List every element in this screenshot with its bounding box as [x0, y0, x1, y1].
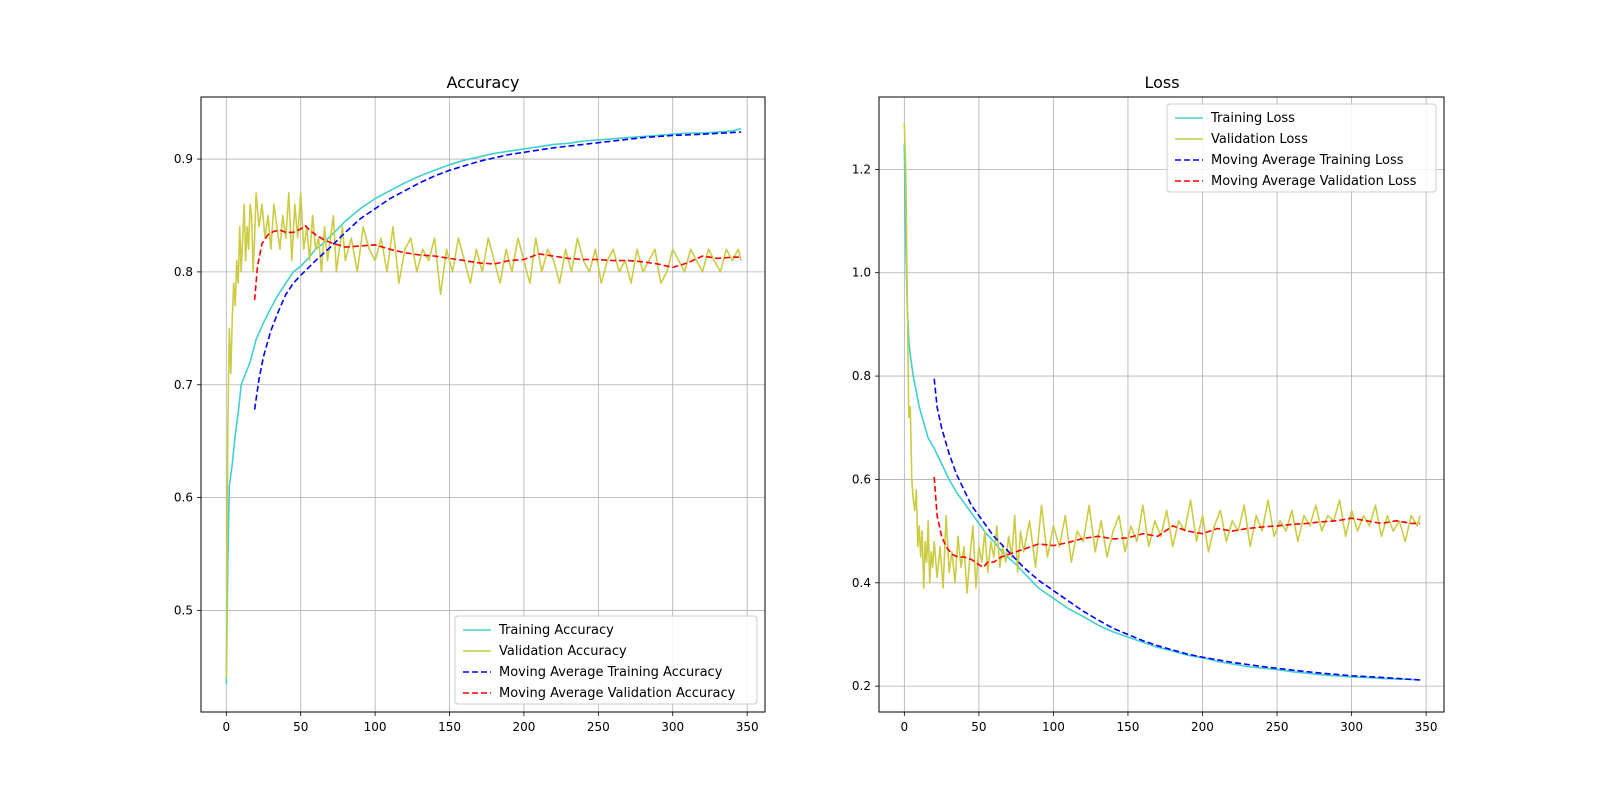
accuracy-legend-label-moving-average-training-accuracy: Moving Average Training Accuracy [499, 665, 723, 680]
accuracy-tick-marks [197, 158, 748, 716]
accuracy-legend-label-moving-average-validation-accuracy: Moving Average Validation Accuracy [499, 686, 736, 701]
loss-y-tick-label: 0.2 [852, 679, 871, 693]
loss-chart-title: Loss [1144, 73, 1179, 92]
loss-plot-frame [878, 96, 1445, 713]
loss-gridlines [879, 97, 1444, 712]
loss-y-tick-label: 0.6 [852, 472, 871, 486]
loss-chart: Loss 0 50 100 150 200 250 300 350 0.2 0.4 0.6 0.8 1.… [852, 73, 1445, 734]
accuracy-series-training-accuracy [225, 127, 742, 684]
loss-legend: Training Loss Validation Loss Moving Avera… [1166, 103, 1437, 193]
loss-y-tick-label: 0.4 [852, 576, 871, 590]
loss-x-tick-label: 350 [1415, 720, 1438, 734]
accuracy-legend-label-training-accuracy: Training Accuracy [498, 623, 614, 638]
loss-y-tick-label: 1.0 [852, 266, 871, 280]
loss-tick-marks [875, 168, 1427, 716]
loss-x-tick-label: 50 [971, 720, 986, 734]
loss-legend-label-moving-average-validation-loss: Moving Average Validation Loss [1211, 174, 1417, 189]
accuracy-legend: Training Accuracy Validation Accuracy Movi… [454, 615, 758, 705]
loss-x-tick-label: 300 [1340, 720, 1363, 734]
loss-legend-label-training-loss: Training Loss [1210, 111, 1295, 126]
loss-x-tick-label: 0 [901, 720, 909, 734]
loss-legend-box [1166, 103, 1437, 193]
accuracy-series-moving-average-validation-accuracy [253, 224, 742, 301]
loss-y-tick-label: 1.2 [852, 162, 871, 176]
loss-legend-label-validation-loss: Validation Loss [1211, 132, 1308, 147]
loss-series-moving-average-validation-loss [933, 476, 1421, 569]
accuracy-series-layer [225, 127, 742, 684]
accuracy-x-tick-label: 350 [736, 720, 759, 734]
loss-x-tick-label: 200 [1191, 720, 1214, 734]
accuracy-x-tick-label: 200 [512, 720, 535, 734]
loss-series-layer [903, 122, 1421, 681]
accuracy-x-tick-label: 100 [364, 720, 387, 734]
accuracy-x-tick-label: 300 [661, 720, 684, 734]
accuracy-chart-title: Accuracy [446, 73, 519, 92]
loss-x-tick-label: 150 [1117, 720, 1140, 734]
accuracy-x-tick-label: 0 [222, 720, 230, 734]
accuracy-x-tick-label: 150 [438, 720, 461, 734]
accuracy-y-tick-label: 0.6 [174, 491, 193, 505]
loss-legend-label-moving-average-training-loss: Moving Average Training Loss [1211, 153, 1404, 168]
loss-series-validation-loss [903, 122, 1421, 594]
loss-series-moving-average-training-loss [933, 378, 1421, 681]
accuracy-y-tick-label: 0.8 [174, 265, 193, 279]
accuracy-gridlines [201, 97, 765, 712]
accuracy-y-tick-label: 0.7 [174, 378, 193, 392]
accuracy-legend-box [454, 615, 758, 705]
loss-tick-labels: 0 50 100 150 200 250 300 350 0.2 0.4 0.6 0.8 1.0 1.2 [852, 162, 1438, 734]
loss-x-tick-label: 100 [1042, 720, 1065, 734]
accuracy-tick-labels: 0 50 100 150 200 250 300 350 0.5 0.6 0.7 0.8 0.9 [174, 152, 759, 734]
loss-series-training-loss [903, 143, 1421, 681]
accuracy-series-validation-accuracy [225, 192, 742, 679]
accuracy-chart: Accuracy 0 50 100 150 200 250 300 3500.50.60.70… [174, 73, 766, 734]
loss-y-tick-label: 0.8 [852, 369, 871, 383]
accuracy-y-tick-label: 0.5 [174, 603, 193, 617]
accuracy-plot-frame [200, 96, 766, 713]
accuracy-x-tick-label: 250 [587, 720, 610, 734]
accuracy-x-tick-label: 50 [293, 720, 308, 734]
accuracy-y-tick-label: 0.9 [174, 152, 193, 166]
accuracy-series-moving-average-training-accuracy [253, 131, 742, 410]
accuracy-legend-label-validation-accuracy: Validation Accuracy [499, 644, 627, 659]
loss-x-tick-label: 250 [1266, 720, 1289, 734]
